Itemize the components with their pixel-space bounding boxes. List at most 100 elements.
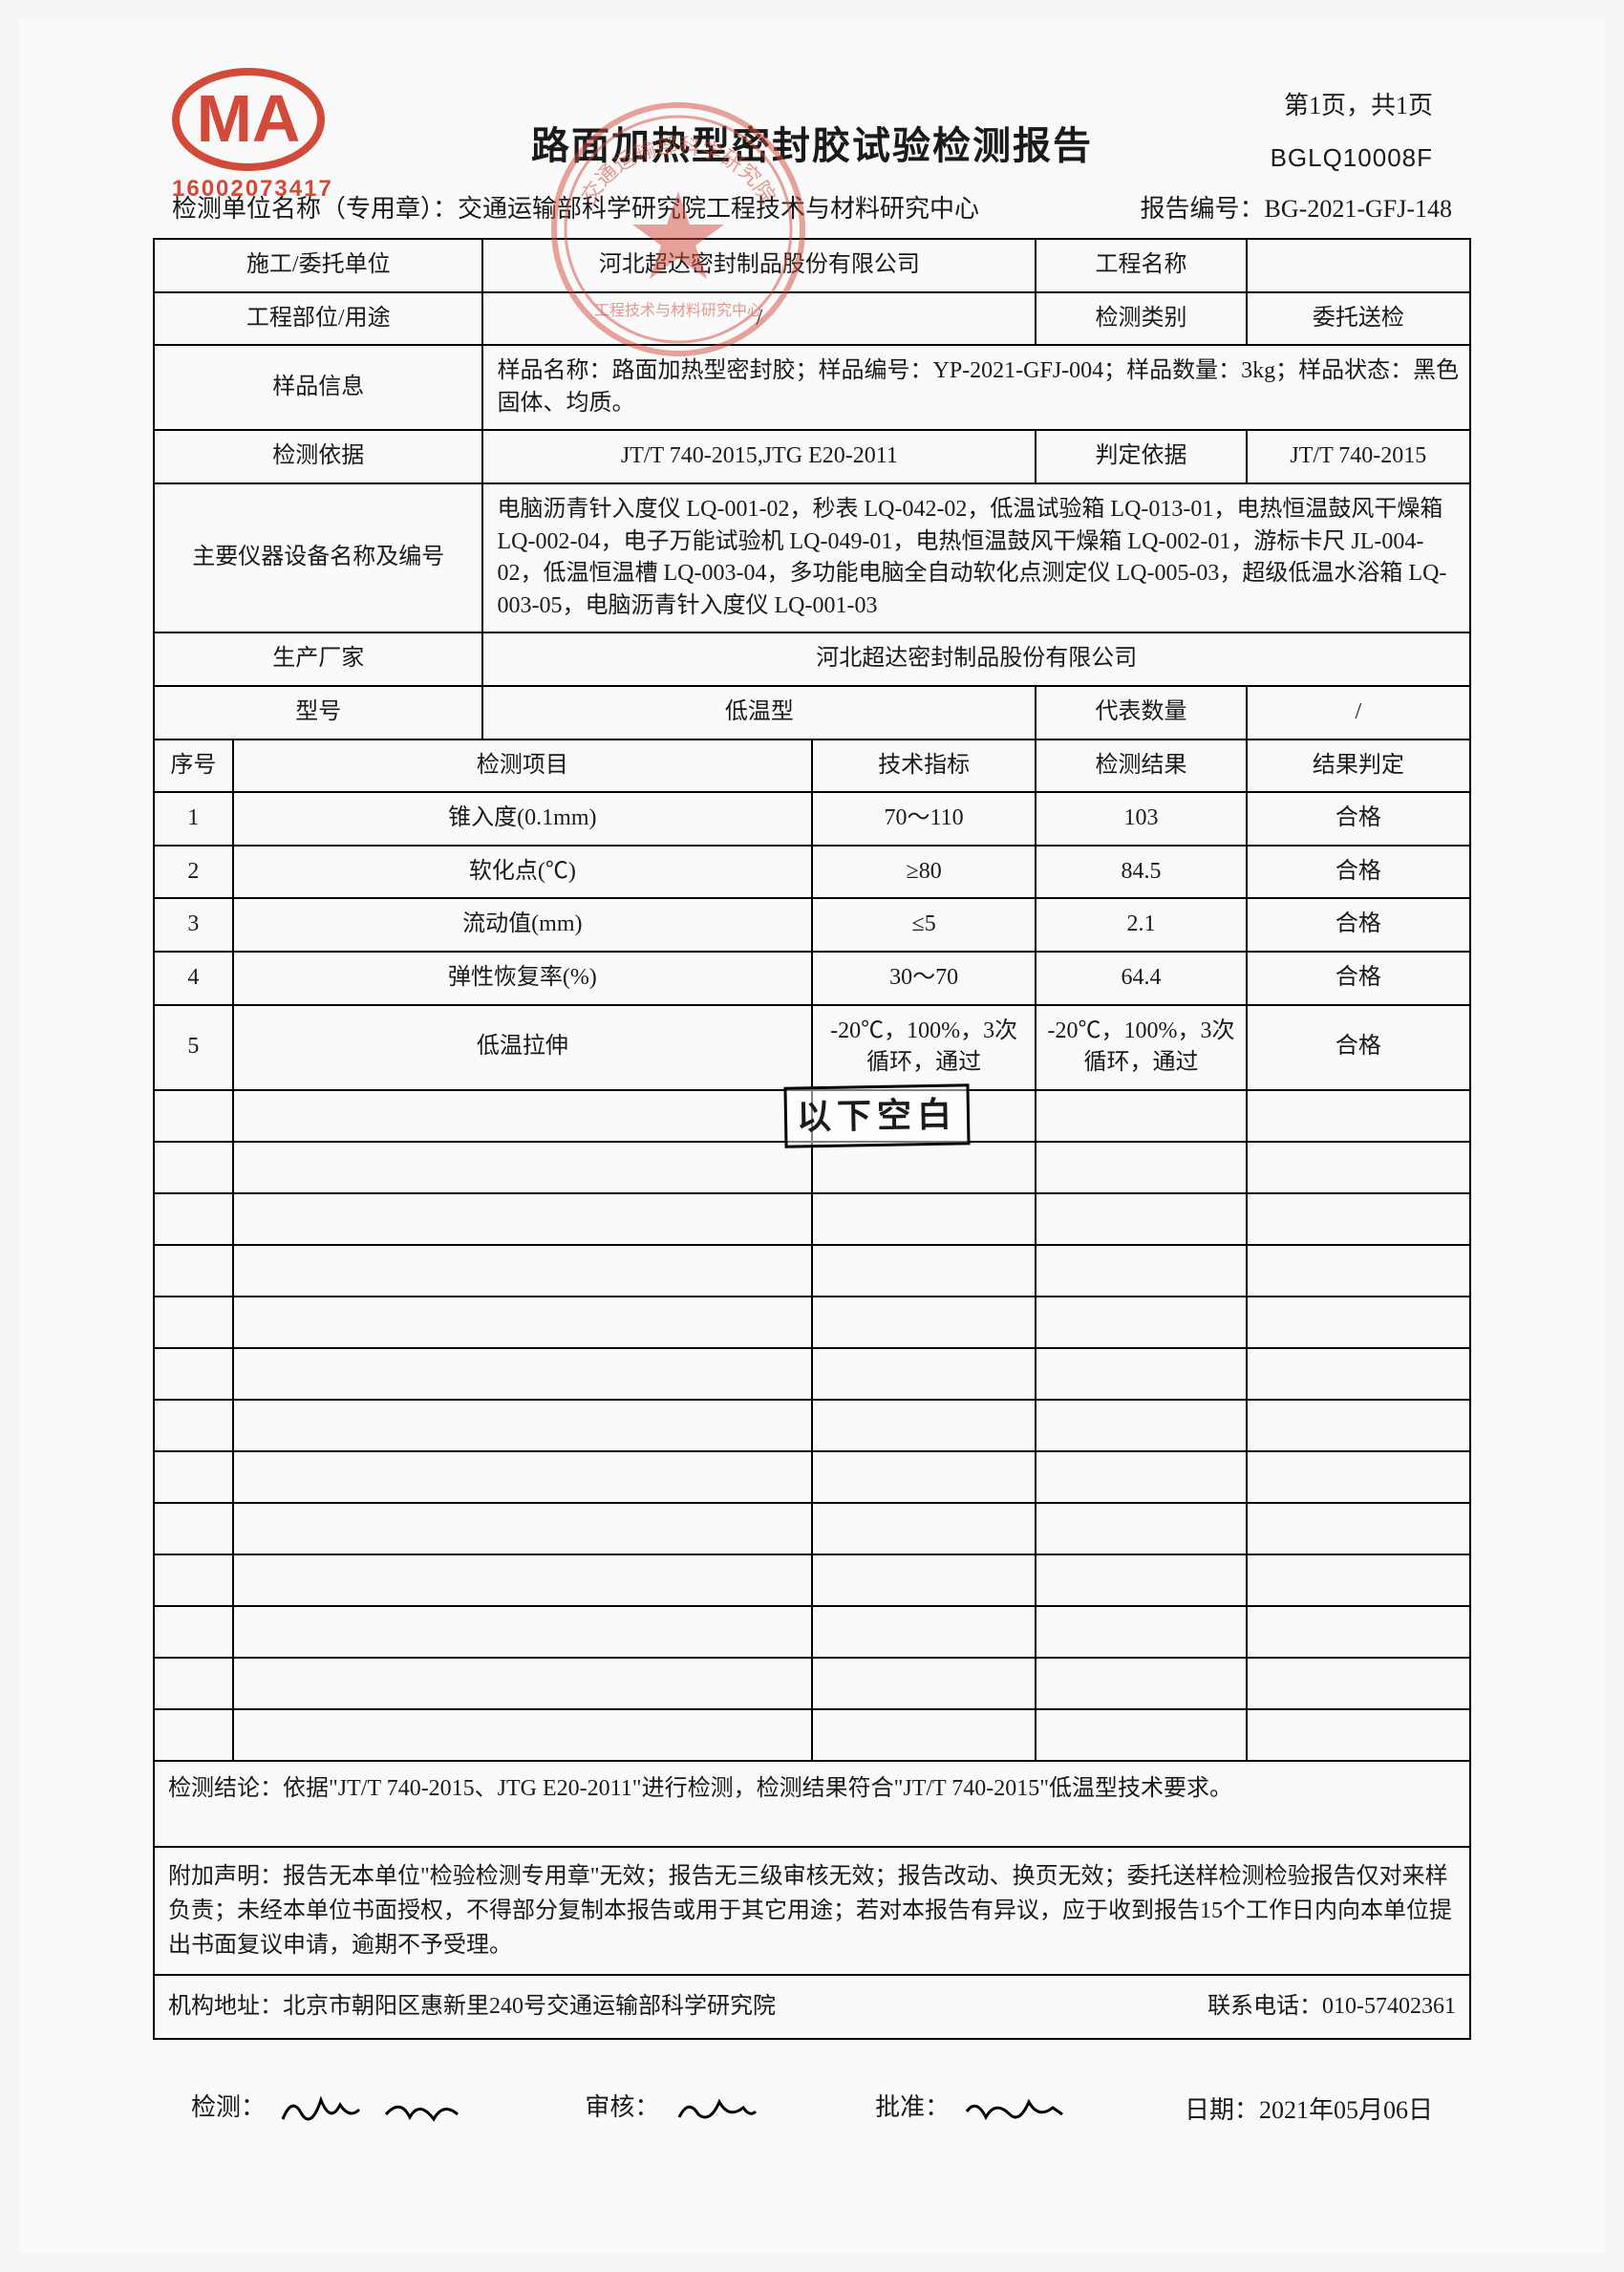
empty-cell: [154, 1142, 233, 1193]
empty-cell: [1247, 1245, 1470, 1297]
unit-value: 交通运输部科学研究院工程技术与材料研究中心: [458, 195, 979, 223]
empty-cell: [233, 1658, 812, 1709]
cell-judge: 合格: [1247, 1005, 1470, 1090]
empty-row: [154, 1348, 1470, 1400]
cell-result: 84.5: [1036, 846, 1246, 899]
empty-cell: [1247, 1451, 1470, 1503]
disclaimer-cell: 附加声明：报告无本单位"检验检测专用章"无效；报告无三级审核无效；报告改动、换页…: [154, 1847, 1470, 1975]
data-row: 3流动值(mm)≤52.1合格: [154, 898, 1470, 952]
empty-cell: [233, 1142, 812, 1193]
empty-row: [154, 1503, 1470, 1554]
empty-cell: [154, 1606, 233, 1658]
empty-row: [154, 1606, 1470, 1658]
page-number: 第1页，共1页: [1284, 86, 1433, 121]
empty-cell: [1247, 1709, 1470, 1761]
empty-cell: [154, 1245, 233, 1297]
label-testtype: 检测类别: [1036, 292, 1246, 346]
empty-cell: [812, 1709, 1036, 1761]
tel-value: 010-57402361: [1322, 1994, 1456, 2019]
cell-seq: 4: [154, 952, 233, 1005]
disclaimer-label: 附加声明：: [168, 1864, 283, 1889]
empty-cell: [154, 1090, 233, 1142]
value-sample: 样品名称：路面加热型密封胶；样品编号：YP-2021-GFJ-004；样品数量：…: [482, 345, 1470, 430]
signature-row: 检测： 审核： 批准： 日期：2021年05月06日: [153, 2088, 1471, 2129]
empty-row: [154, 1400, 1470, 1451]
cell-spec: 70～110: [812, 792, 1036, 846]
value-basis: JT/T 740-2015,JTG E20-2011: [482, 430, 1036, 483]
empty-cell: [154, 1400, 233, 1451]
col-spec: 技术指标: [812, 739, 1036, 793]
empty-cell: [1036, 1503, 1246, 1554]
cell-item: 弹性恢复率(%): [233, 952, 812, 1005]
label-manufacturer: 生产厂家: [154, 632, 482, 686]
value-judge-basis: JT/T 740-2015: [1247, 430, 1470, 483]
footer-row: 机构地址：北京市朝阳区惠新里240号交通运输部科学研究院 联系电话：010-57…: [154, 1975, 1470, 2040]
empty-cell: [154, 1451, 233, 1503]
empty-cell: [233, 1554, 812, 1606]
empty-row: 以下空白: [154, 1090, 1470, 1142]
cell-result: 2.1: [1036, 898, 1246, 952]
empty-cell: [233, 1245, 812, 1297]
empty-row: [154, 1142, 1470, 1193]
ma-certification-logo: MA 16002073417: [172, 67, 333, 203]
empty-cell: [1036, 1658, 1246, 1709]
tel-label: 联系电话：: [1207, 1994, 1322, 2019]
cell-item: 流动值(mm): [233, 898, 812, 952]
empty-cell: [1036, 1245, 1246, 1297]
report-no-text: 报告编号：BG-2021-GFJ-148: [1141, 189, 1452, 225]
subheader-line: 检测单位名称（专用章）：交通运输部科学研究院工程技术与材料研究中心 报告编号：B…: [153, 189, 1471, 238]
data-row: 5低温拉伸-20℃，100%，3次循环，通过-20℃，100%，3次循环，通过合…: [154, 1005, 1470, 1090]
empty-cell-stamp: 以下空白: [812, 1090, 1036, 1142]
empty-cell: [1247, 1400, 1470, 1451]
value-qty: /: [1247, 686, 1470, 739]
report-no-label: 报告编号：: [1141, 195, 1265, 223]
sig-date-label: 日期：: [1185, 2096, 1259, 2124]
empty-cell: [1036, 1400, 1246, 1451]
empty-cell: [812, 1193, 1036, 1245]
cell-result: 103: [1036, 792, 1246, 846]
empty-cell: [154, 1658, 233, 1709]
col-item: 检测项目: [233, 739, 812, 793]
empty-cell: [812, 1297, 1036, 1348]
empty-cell: [1247, 1297, 1470, 1348]
empty-cell: [233, 1503, 812, 1554]
cell-result: -20℃，100%，3次循环，通过: [1036, 1005, 1246, 1090]
empty-cell: [233, 1606, 812, 1658]
data-row: 2软化点(℃)≥8084.5合格: [154, 846, 1470, 899]
cell-result: 64.4: [1036, 952, 1246, 1005]
empty-row: [154, 1297, 1470, 1348]
cell-seq: 1: [154, 792, 233, 846]
empty-cell: [233, 1348, 812, 1400]
signature-test-1: [278, 2090, 364, 2129]
cell-item: 锥入度(0.1mm): [233, 792, 812, 846]
form-code: BGLQ10008F: [1271, 143, 1433, 173]
empty-row: [154, 1554, 1470, 1606]
empty-cell: [233, 1193, 812, 1245]
label-basis: 检测依据: [154, 430, 482, 483]
empty-cell: [233, 1090, 812, 1142]
cell-item: 低温拉伸: [233, 1005, 812, 1090]
cell-spec: 30～70: [812, 952, 1036, 1005]
cell-judge: 合格: [1247, 846, 1470, 899]
report-table: 施工/委托单位 河北超达密封制品股份有限公司 工程名称 工程部位/用途 / 检测…: [153, 238, 1471, 2040]
empty-cell: [1247, 1193, 1470, 1245]
empty-cell: [812, 1658, 1036, 1709]
empty-cell: [812, 1451, 1036, 1503]
svg-text:MA: MA: [197, 81, 301, 156]
blank-below-stamp: 以下空白: [783, 1083, 970, 1148]
empty-row: [154, 1451, 1470, 1503]
conclusion-row: 检测结论：依据"JT/T 740-2015、JTG E20-2011"进行检测，…: [154, 1761, 1470, 1847]
ma-number: 16002073417: [172, 176, 333, 203]
label-project: 工程名称: [1036, 239, 1246, 292]
empty-row: [154, 1245, 1470, 1297]
cell-spec: -20℃，100%，3次循环，通过: [812, 1005, 1036, 1090]
empty-cell: [1247, 1658, 1470, 1709]
report-page: MA 16002073417 交通运输部科学研究院 工程技术与材料研究中心 第1…: [19, 19, 1605, 2253]
data-row: 4弹性恢复率(%)30～7064.4合格: [154, 952, 1470, 1005]
empty-cell: [1036, 1451, 1246, 1503]
sig-review-label: 审核：: [585, 2093, 659, 2121]
info-row-model: 型号 低温型 代表数量 /: [154, 686, 1470, 739]
value-manufacturer: 河北超达密封制品股份有限公司: [482, 632, 1470, 686]
footer-cell: 机构地址：北京市朝阳区惠新里240号交通运输部科学研究院 联系电话：010-57…: [154, 1975, 1470, 2040]
addr: 机构地址：北京市朝阳区惠新里240号交通运输部科学研究院: [168, 1994, 776, 2019]
